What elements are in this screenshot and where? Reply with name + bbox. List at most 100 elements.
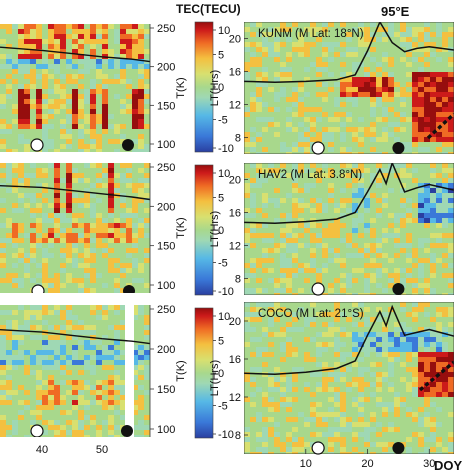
heatmap-cell xyxy=(114,375,120,380)
heatmap-cell xyxy=(352,437,358,442)
heatmap-cell xyxy=(442,92,448,97)
heatmap-cell xyxy=(66,168,72,173)
heatmap-cell xyxy=(90,109,96,114)
heatmap-cell xyxy=(54,400,60,405)
heatmap-cell xyxy=(72,114,78,119)
heatmap-cell xyxy=(120,213,126,218)
heatmap-cell xyxy=(120,163,126,168)
heatmap-cell xyxy=(250,273,256,278)
heatmap-cell xyxy=(6,193,12,198)
heatmap-cell xyxy=(48,335,54,340)
heatmap-cell xyxy=(328,397,334,402)
heatmap-cell xyxy=(66,420,72,425)
heatmap-cell xyxy=(250,268,256,273)
heatmap-cell xyxy=(96,340,102,345)
heatmap-cell xyxy=(304,107,310,112)
heatmap-cell xyxy=(24,253,30,258)
heatmap-cell xyxy=(340,173,346,178)
heatmap-cell xyxy=(66,203,72,208)
heatmap-cell xyxy=(430,97,436,102)
heatmap-cell xyxy=(48,99,54,104)
heatmap-cell xyxy=(84,89,90,94)
heatmap-cell xyxy=(274,302,280,307)
heatmap-cell xyxy=(78,99,84,104)
heatmap-cell xyxy=(144,320,150,325)
heatmap-cell xyxy=(442,372,448,377)
heatmap-cell xyxy=(48,74,54,79)
heatmap-cell xyxy=(328,432,334,437)
heatmap-cell xyxy=(114,273,120,278)
heatmap-cell xyxy=(316,27,322,32)
heatmap-cell xyxy=(268,228,274,233)
heatmap-cell xyxy=(126,79,132,84)
heatmap-cell xyxy=(316,82,322,87)
heatmap-cell xyxy=(370,442,376,447)
heatmap-cell xyxy=(36,315,42,320)
heatmap-cell xyxy=(138,89,144,94)
heatmap-cell xyxy=(406,337,412,342)
heatmap-cell xyxy=(364,193,370,198)
heatmap-cell xyxy=(406,293,412,295)
heatmap-cell xyxy=(412,377,418,382)
heatmap-cell xyxy=(328,57,334,62)
heatmap-cell xyxy=(430,387,436,392)
heatmap-cell xyxy=(256,77,262,82)
heatmap-cell xyxy=(268,382,274,387)
heatmap-cell xyxy=(382,122,388,127)
heatmap-cell xyxy=(72,74,78,79)
heatmap-cell xyxy=(382,22,388,27)
heatmap-cell xyxy=(268,178,274,183)
heatmap-cell xyxy=(0,278,6,283)
heatmap-cell xyxy=(430,352,436,357)
heatmap-cell xyxy=(24,193,30,198)
heatmap-cell xyxy=(120,198,126,203)
heatmap-cell xyxy=(96,355,102,360)
heatmap-cell xyxy=(66,350,72,355)
heatmap-cell xyxy=(256,183,262,188)
heatmap-cell xyxy=(250,312,256,317)
heatmap-cell xyxy=(268,52,274,57)
heatmap-cell xyxy=(430,92,436,97)
heatmap-cell xyxy=(418,57,424,62)
heatmap-cell xyxy=(376,427,382,432)
heatmap-cell xyxy=(280,407,286,412)
heatmap-cell xyxy=(102,114,108,119)
heatmap-cell xyxy=(72,410,78,415)
heatmap-cell xyxy=(6,59,12,64)
heatmap-cell xyxy=(286,218,292,223)
heatmap-cell xyxy=(42,268,48,273)
heatmap-cell xyxy=(96,365,102,370)
heatmap-cell xyxy=(244,447,250,452)
heatmap-cell xyxy=(322,387,328,392)
heatmap-cell xyxy=(132,94,138,99)
heatmap-cell xyxy=(322,362,328,367)
heatmap-cell xyxy=(262,183,268,188)
heatmap-cell xyxy=(268,27,274,32)
heatmap-cell xyxy=(316,47,322,52)
heatmap-cell xyxy=(84,193,90,198)
heatmap-cell xyxy=(138,104,144,109)
heatmap-cell xyxy=(18,283,24,288)
heatmap-cell xyxy=(400,223,406,228)
heatmap-cell xyxy=(24,109,30,114)
heatmap-cell xyxy=(292,372,298,377)
heatmap-cell xyxy=(340,263,346,268)
heatmap-cell xyxy=(274,442,280,447)
heatmap-cell xyxy=(328,188,334,193)
heatmap-cell xyxy=(60,385,66,390)
heatmap-cell xyxy=(418,283,424,288)
heatmap-cell xyxy=(262,268,268,273)
heatmap-cell xyxy=(376,152,382,154)
heatmap-cell xyxy=(84,84,90,89)
heatmap-cell xyxy=(352,208,358,213)
heatmap-cell xyxy=(72,305,78,310)
heatmap-cell xyxy=(60,119,66,124)
heatmap-cell xyxy=(274,77,280,82)
heatmap-cell xyxy=(400,42,406,47)
heatmap-cell xyxy=(18,59,24,64)
heatmap-cell xyxy=(256,263,262,268)
heatmap-cell xyxy=(0,64,6,69)
heatmap-cell xyxy=(442,163,448,168)
heatmap-cell xyxy=(316,327,322,332)
heatmap-cell xyxy=(406,142,412,147)
